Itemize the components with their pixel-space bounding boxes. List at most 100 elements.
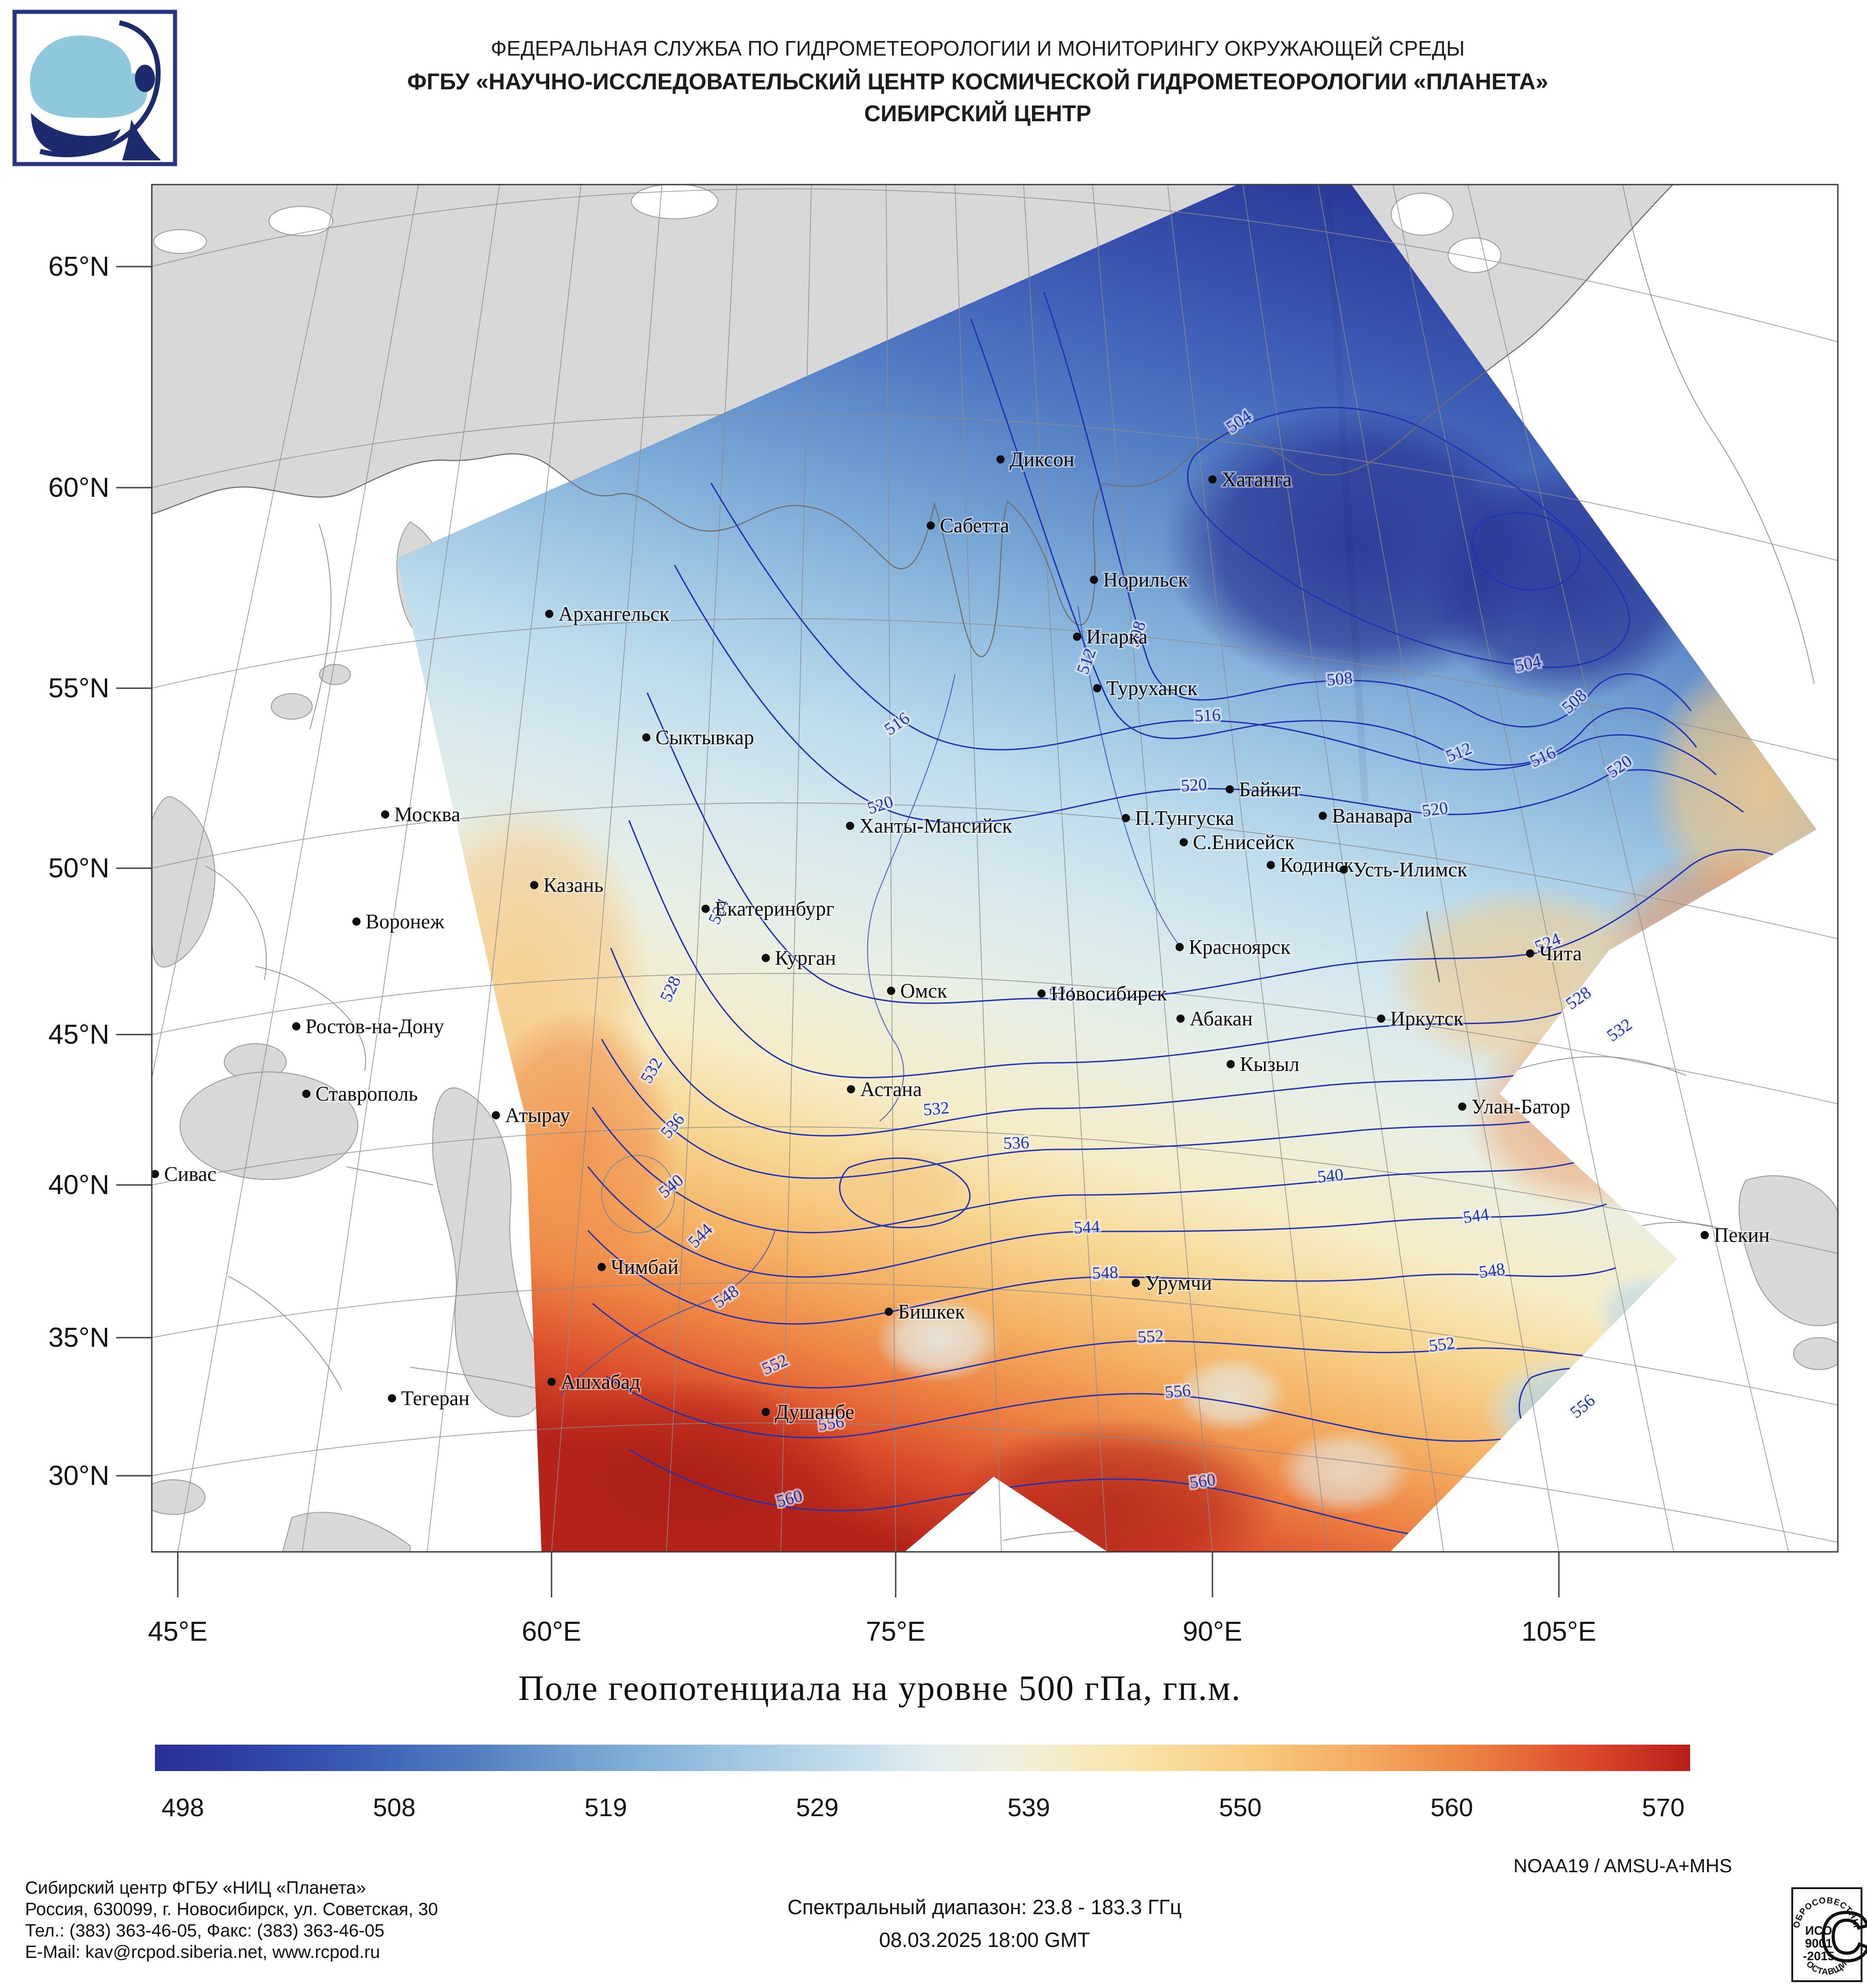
contour-value-label: 540 [1316,1165,1344,1187]
city-label: Душанбе [775,1401,854,1423]
contour-value-label: 556 [1164,1381,1191,1402]
city-label: Красноярск [1189,936,1290,958]
city-dot [547,1378,556,1386]
parallel-line [152,188,1838,342]
city-dot [381,810,389,819]
colorbar-value-label: 550 [1219,1793,1261,1822]
contour-value-label: 524 [1048,984,1075,1004]
footer-contact-line: Россия, 630099, г. Новосибирск, ул. Сове… [25,1900,438,1919]
persian-gulf [282,1512,411,1552]
latitude-label: 65°N [48,251,109,282]
map-title: Поле геопотенциала на уровне 500 гПа, гп… [518,1668,1241,1708]
city-label: Ханты-Мансийск [859,814,1012,837]
city-dot [302,1090,310,1098]
planeta-logo [12,10,177,166]
iso-stamp: C ДОБРОСОВЕСТНЫЙ ИСО 9001 -2015 ПОСТАВЩИ… [1789,1880,1867,1982]
city-dot [1701,1231,1709,1239]
latitude-label: 40°N [48,1169,109,1200]
city-label: Ванавара [1332,804,1413,827]
city-dot [846,822,854,830]
footer-contact-block: Сибирский центр ФГБУ «НИЦ «Планета» Росси… [25,1878,438,1962]
city-label: Сабетта [940,514,1009,537]
city-dot [352,917,361,926]
contour-value-label: 548 [1092,1263,1118,1283]
city-label: Кодинск [1280,854,1354,876]
city-label: Туруханск [1106,677,1197,700]
meridian-line [1092,185,1213,1552]
city-label: Омск [900,979,947,1002]
logo-wave-shape [31,113,121,155]
meridian-line [427,185,582,1552]
city-dot [292,1022,300,1030]
city-dot [1176,1015,1185,1023]
latitude-label: 50°N [48,853,109,883]
city-label: Усть-Илимск [1353,858,1467,881]
latitude-label: 55°N [48,673,109,703]
latitude-label: 60°N [48,472,109,503]
colorbar-value-label: 539 [1007,1793,1050,1822]
footer-spectral-range: Спектральный диапазон: 23.8 - 183.3 ГГц [788,1895,1182,1919]
city-label: Урумчи [1145,1272,1212,1294]
header: ФЕДЕРАЛЬНАЯ СЛУЖБА ПО ГИДРОМЕТЕОРОЛОГИИ … [12,10,1548,166]
city-label: С.Енисейск [1193,831,1295,854]
colorbar: 498 508 519 529 539 550 560 570 [155,1745,1690,1822]
parallel-line [152,1126,1838,1254]
city-dot [996,455,1005,464]
longitude-label: 45°E [148,1616,208,1647]
mediterranean-bit [152,1479,206,1515]
island [1448,237,1501,273]
meridian-line [177,185,419,1552]
city-label: Иркутск [1390,1007,1464,1030]
city-label: Абакан [1190,1007,1253,1030]
yellow-sea [1738,1175,1838,1326]
meridian-line [1393,185,1674,1552]
contour-value-label: 544 [1462,1205,1490,1227]
city-dot [1122,814,1130,822]
contour-value-label: 544 [1073,1217,1100,1238]
contour-value-label: 520 [1421,798,1449,821]
city-label: Ростов-на-Дону [305,1015,444,1038]
iso-c-glyph: C [1821,1898,1867,1975]
city-label: Архангельск [558,603,670,625]
meridian-line [886,185,896,1552]
longitude-label: 75°E [866,1616,926,1647]
baltic-sea [152,796,216,968]
island [1391,193,1454,236]
lake-onega [319,664,351,685]
city-label: Сыктывкар [655,726,754,749]
logo-orbit-arc [39,20,161,157]
meridian-line [152,185,338,1080]
city-dot [762,1408,770,1416]
city-dot [847,1085,855,1093]
city-label: Тегеран [401,1387,469,1410]
parallel-line [152,973,1838,1104]
footer-contact-line: E-Mail: kav@rcpod.siberia.net, www.rcpod… [25,1942,380,1962]
meridian-line [1467,185,1789,1552]
colorbar-value-label: 560 [1430,1793,1473,1822]
city-label: Сивас [164,1163,217,1185]
city-dot [1132,1279,1140,1287]
city-label: Чимбай [611,1256,679,1278]
contour-value-label: 536 [1003,1133,1029,1153]
city-label: Новосибирск [1051,982,1167,1005]
meridian-line [666,185,738,1552]
city-dot [1319,812,1327,820]
city-dot [885,1308,893,1316]
colorbar-value-label: 529 [796,1793,838,1822]
header-line2: ФГБУ «НАУЧНО-ИССЛЕДОВАТЕЛЬСКИЙ ЦЕНТР КОС… [407,68,1548,94]
iso-stamp-line2: 9001 [1805,1936,1832,1950]
colorbar-gradient [155,1745,1690,1771]
satellite-instrument-label: NOAA19 / AMSU-A+MHS [1513,1855,1732,1876]
longitude-label: 60°E [522,1616,582,1647]
city-dot [1227,1060,1235,1068]
city-label: Москва [394,803,460,826]
latitude-label: 35°N [48,1322,109,1353]
swath-seam [1325,196,1369,803]
city-label: Хатанга [1222,468,1292,491]
city-dot [701,905,710,913]
city-dot [1208,475,1217,484]
footer-contact-line: Сибирский центр ФГБУ «НИЦ «Планета» [25,1878,366,1898]
meridian-line [954,185,1002,1552]
